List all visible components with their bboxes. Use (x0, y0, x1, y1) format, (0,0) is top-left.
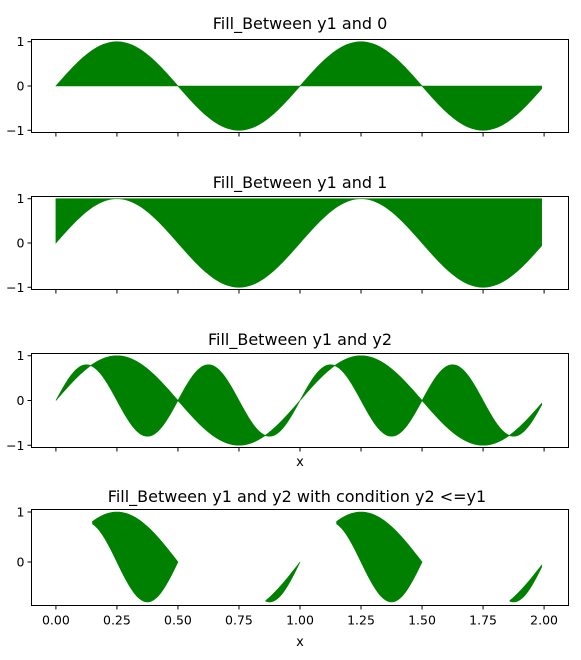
fill-area (55, 355, 542, 446)
subplot-title: Fill_Between y1 and y2 (208, 330, 392, 350)
fill-area-layer (55, 41, 542, 131)
x-axis-label: x (296, 635, 304, 650)
y-tick-label: 1 (17, 191, 25, 206)
subplot-fill-with-condition: Fill_Between y1 and y2 with condition y2… (17, 487, 569, 650)
x-tick-label: 1.25 (347, 613, 375, 628)
fill-area (92, 511, 179, 603)
y-tick-label: 1 (17, 348, 25, 363)
subplot-title: Fill_Between y1 and 0 (213, 14, 388, 34)
x-tick-label: 1.00 (286, 613, 314, 628)
y-tick-label: 1 (17, 34, 25, 49)
fill-area (265, 561, 301, 603)
y-tick-label: 0 (17, 555, 25, 570)
axis-ticks: −1 0 1 (6, 34, 545, 138)
axis-ticks: −1 0 1 (6, 348, 545, 453)
x-tick-label: 1.50 (408, 613, 436, 628)
fill-area-layer (55, 355, 542, 446)
fill-area (55, 41, 542, 131)
y-tick-label: 0 (17, 79, 25, 94)
subplot-fill-y1-and-y2: Fill_Between y1 and y2 −1 0 1 x (6, 330, 569, 470)
subplot-title: Fill_Between y1 and 1 (213, 173, 388, 193)
x-tick-label: 2.00 (530, 613, 558, 628)
y-tick-label: −1 (6, 438, 24, 453)
y-tick-label: 0 (17, 393, 25, 408)
x-tick-label: 0.25 (103, 613, 131, 628)
fill-area (55, 198, 542, 288)
subplot-title: Fill_Between y1 and y2 with condition y2… (108, 487, 486, 507)
x-axis-label: x (296, 455, 304, 470)
x-tick-label: 1.75 (469, 613, 497, 628)
axis-ticks: 0.00 0.25 0.50 0.75 1.00 1.25 1.50 1.75 2.00 0 1 (17, 505, 559, 628)
subplot-fill-y1-and-0: Fill_Between y1 and 0 −1 0 1 (6, 14, 569, 138)
fill-area-layer (92, 511, 542, 603)
axis-ticks: −1 0 1 (6, 191, 545, 295)
fill-area (336, 511, 423, 603)
y-tick-label: 1 (17, 505, 25, 520)
y-tick-label: −1 (6, 123, 24, 138)
fill-area (509, 564, 542, 603)
x-tick-label: 0.75 (225, 613, 253, 628)
y-tick-label: −1 (6, 280, 24, 295)
x-tick-label: 0.00 (42, 613, 70, 628)
subplot-fill-y1-and-1: Fill_Between y1 and 1 −1 0 1 (6, 173, 569, 295)
x-tick-label: 0.50 (164, 613, 192, 628)
fill-area-layer (55, 198, 542, 288)
y-tick-label: 0 (17, 236, 25, 251)
